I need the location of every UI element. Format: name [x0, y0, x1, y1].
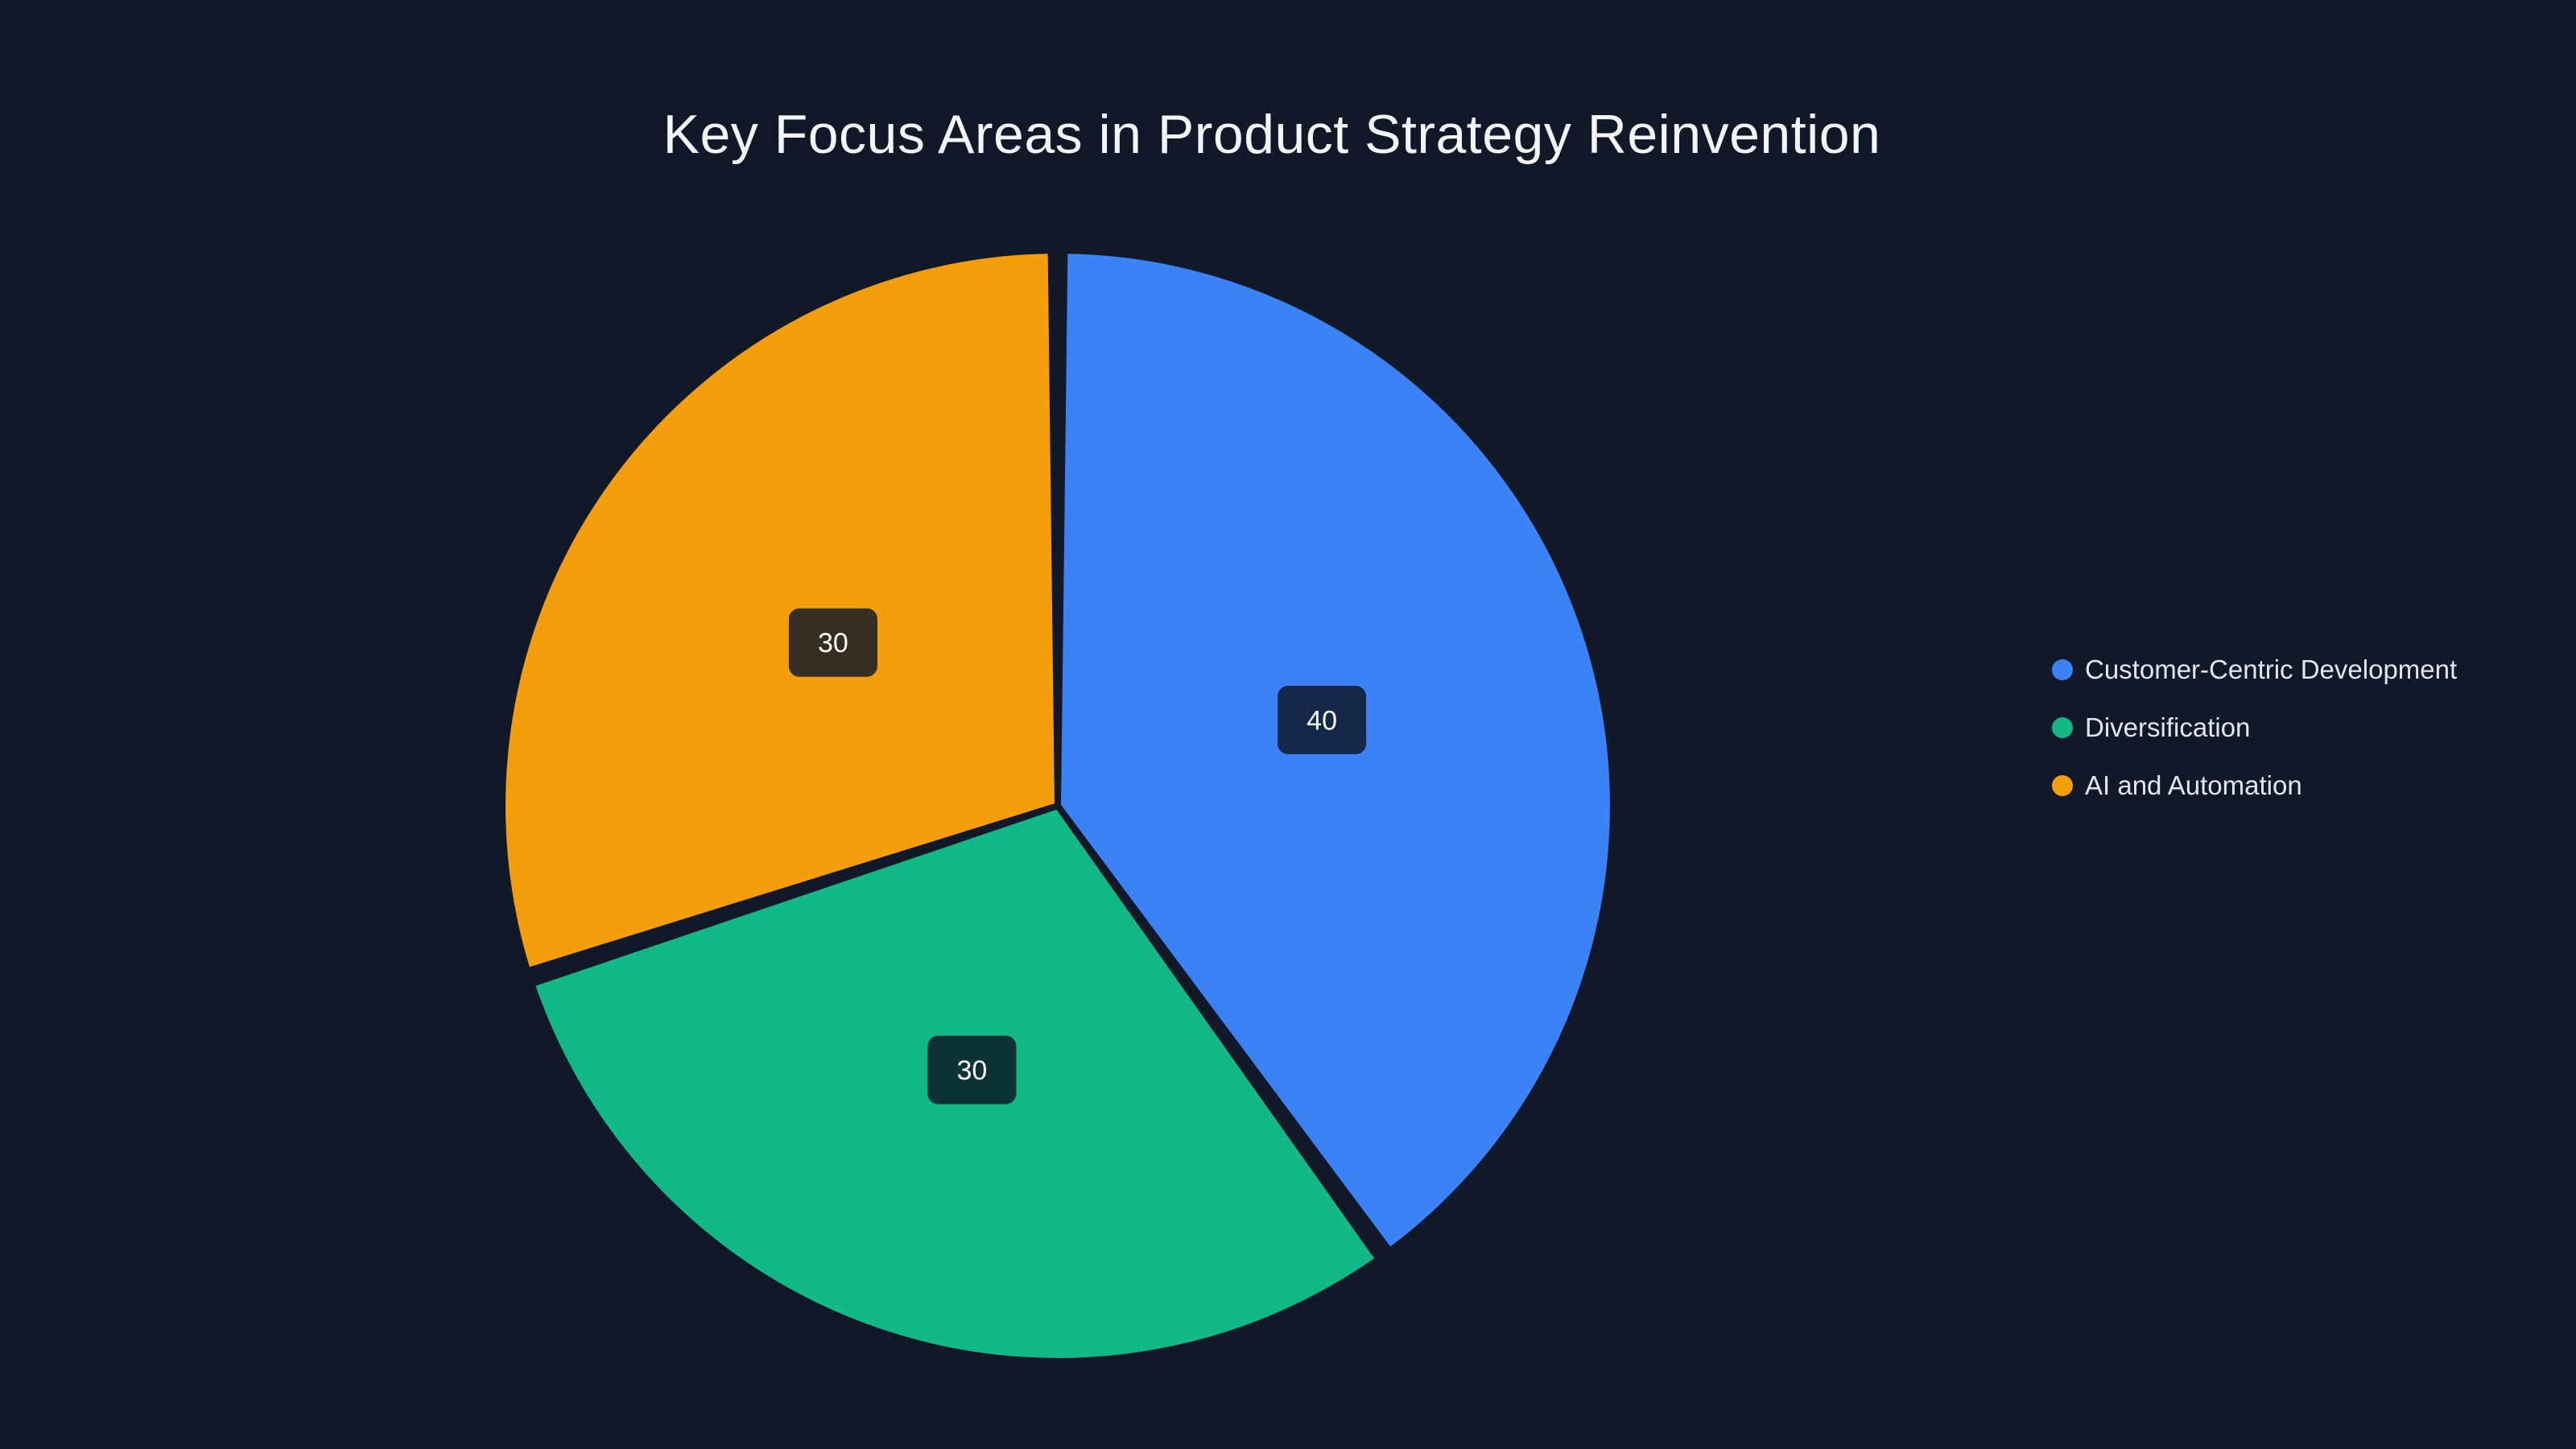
legend-marker-circle-icon — [2052, 775, 2073, 796]
data-label-box — [1278, 685, 1367, 754]
pie-slices — [499, 247, 1616, 1364]
data-label-value: 30 — [818, 628, 848, 658]
legend: Customer-Centric Development Diversificat… — [2052, 652, 2457, 803]
data-label-ai-and-automation: 30 — [788, 608, 877, 677]
data-label-box — [788, 608, 877, 677]
data-label-value: 40 — [1307, 705, 1337, 736]
pie-data-labels: 40 30 30 — [788, 608, 1367, 1104]
data-label-diversification: 30 — [927, 1035, 1017, 1104]
legend-item-label: Customer-Centric Development — [2085, 654, 2458, 684]
data-label-box — [927, 1035, 1017, 1104]
data-label-customer-centric-development: 40 — [1278, 685, 1367, 754]
legend-marker-circle-icon — [2052, 659, 2073, 680]
data-label-value: 30 — [956, 1055, 987, 1086]
legend-item-customer-centric-development[interactable]: Customer-Centric Development — [2052, 652, 2457, 687]
legend-item-label: AI and Automation — [2085, 770, 2302, 800]
legend-item-diversification[interactable]: Diversification — [2052, 710, 2457, 745]
chart-title: Key Focus Areas in Product Strategy Rein… — [663, 104, 1881, 165]
legend-item-label: Diversification — [2085, 712, 2251, 742]
pie-slice-ai-and-automation[interactable] — [499, 247, 1062, 976]
legend-item-ai-and-automation[interactable]: AI and Automation — [2052, 768, 2457, 803]
legend-marker-circle-icon — [2052, 717, 2073, 738]
